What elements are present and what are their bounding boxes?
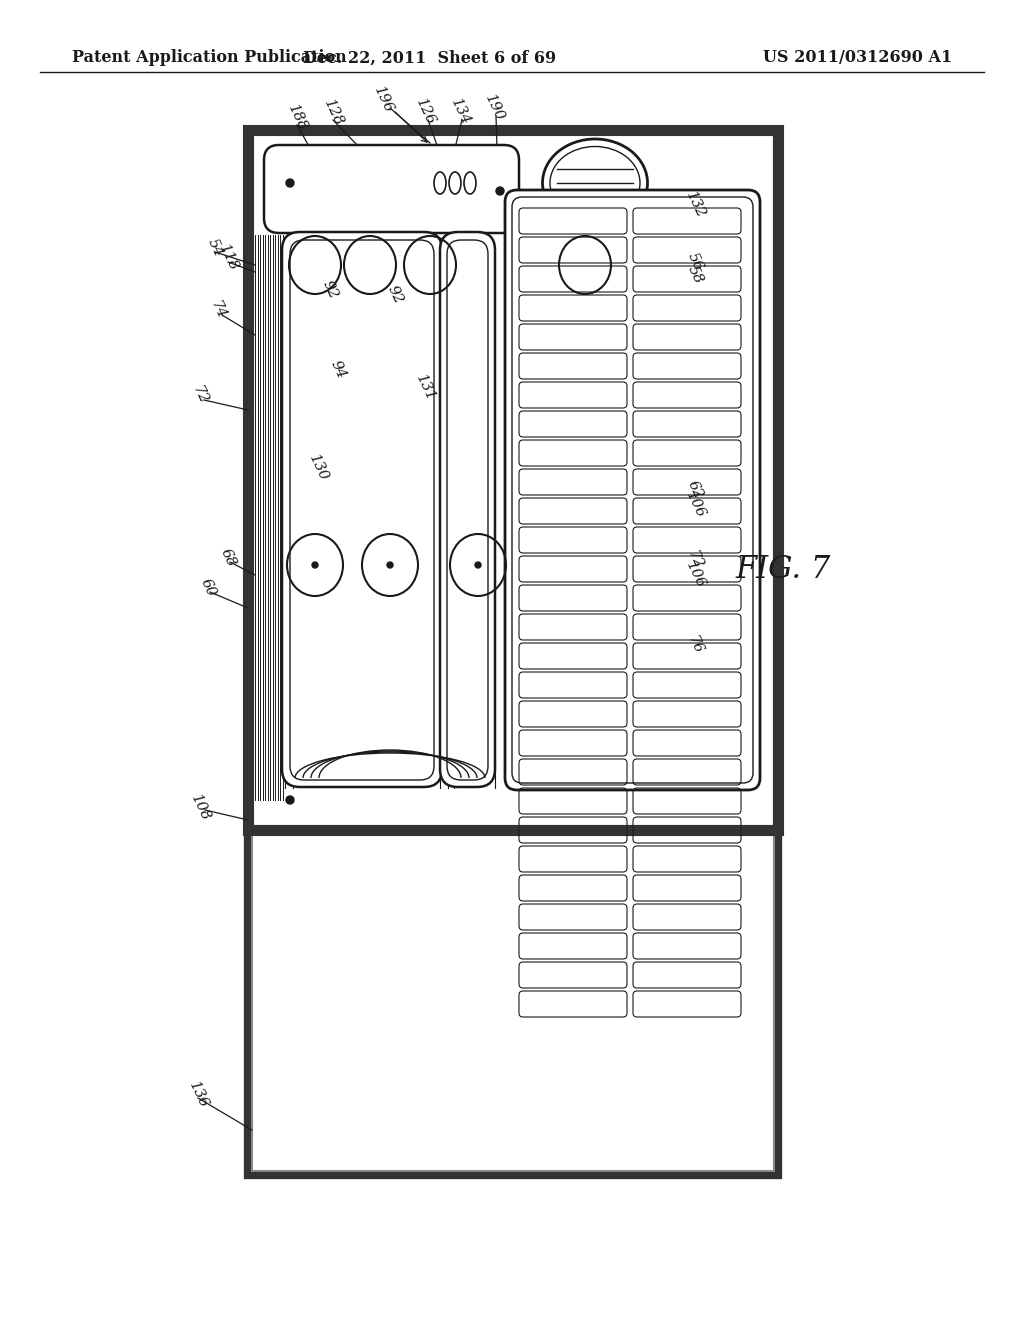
Bar	[248, 129, 778, 830]
Text: 108: 108	[187, 792, 212, 824]
FancyBboxPatch shape	[290, 240, 434, 780]
Text: 72: 72	[189, 384, 210, 407]
Text: 134: 134	[447, 96, 472, 128]
Text: 106: 106	[683, 560, 708, 590]
Text: 128: 128	[321, 98, 345, 128]
Text: 76: 76	[685, 634, 706, 656]
Text: 92: 92	[385, 284, 406, 306]
Text: 126: 126	[413, 96, 437, 128]
Text: 136: 136	[185, 1080, 210, 1110]
FancyBboxPatch shape	[282, 232, 442, 787]
Bar	[252, 834, 774, 1171]
Circle shape	[496, 187, 504, 195]
Text: 56: 56	[685, 251, 706, 273]
Text: 60: 60	[198, 577, 218, 599]
Text: 54: 54	[205, 236, 225, 259]
Circle shape	[286, 796, 294, 804]
Circle shape	[387, 562, 393, 568]
Circle shape	[475, 562, 481, 568]
FancyBboxPatch shape	[440, 232, 495, 787]
FancyBboxPatch shape	[447, 240, 488, 780]
FancyBboxPatch shape	[264, 145, 519, 234]
Text: FIG. 7: FIG. 7	[735, 554, 830, 586]
Text: 118: 118	[216, 243, 241, 273]
FancyBboxPatch shape	[512, 197, 753, 783]
Bar	[248, 830, 778, 1175]
Circle shape	[286, 180, 294, 187]
Text: Patent Application Publication: Patent Application Publication	[72, 49, 347, 66]
FancyBboxPatch shape	[505, 190, 760, 789]
Text: 106: 106	[683, 490, 708, 520]
Text: 74: 74	[208, 298, 228, 321]
Text: 58: 58	[685, 264, 706, 286]
Text: 130: 130	[306, 453, 330, 483]
Text: 190: 190	[482, 92, 506, 124]
Bar	[252, 135, 774, 826]
Text: 132: 132	[683, 190, 708, 220]
Text: US 2011/0312690 A1: US 2011/0312690 A1	[763, 49, 952, 66]
Text: 131: 131	[413, 372, 437, 404]
Text: 196: 196	[371, 84, 395, 116]
Text: 94: 94	[328, 359, 348, 381]
Text: 188: 188	[285, 103, 309, 133]
Text: 62: 62	[685, 479, 706, 502]
Text: 72: 72	[685, 549, 706, 572]
Text: Dec. 22, 2011  Sheet 6 of 69: Dec. 22, 2011 Sheet 6 of 69	[303, 49, 557, 66]
Text: 92: 92	[319, 279, 340, 301]
Circle shape	[312, 562, 318, 568]
Text: 68: 68	[218, 546, 239, 569]
